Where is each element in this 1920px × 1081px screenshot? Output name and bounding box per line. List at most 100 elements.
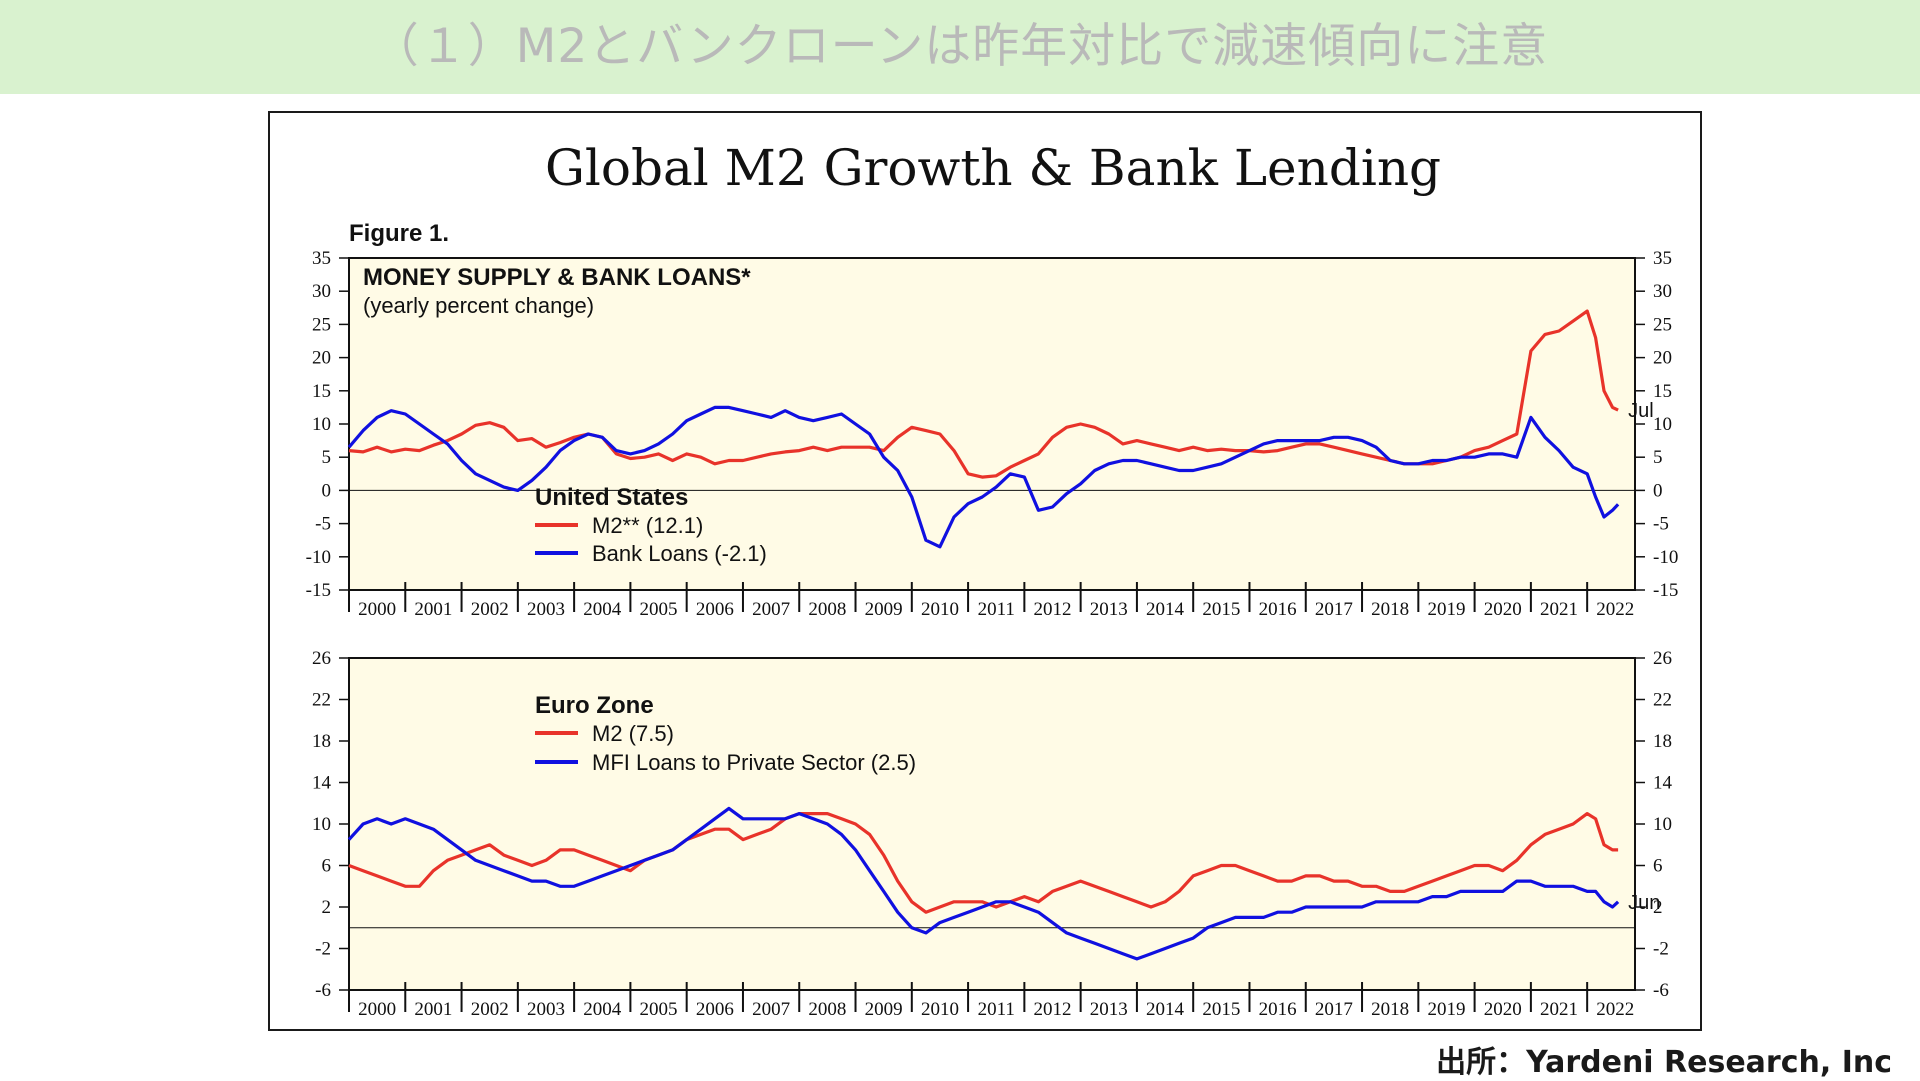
top-y-tick-label-right: 10 bbox=[1653, 414, 1672, 435]
top-legend-m2-label: M2** (12.1) bbox=[592, 513, 703, 538]
bottom-x-tick-label: 2014 bbox=[1146, 999, 1185, 1020]
top-y-tick-label-left: 25 bbox=[312, 314, 331, 335]
top-y-tick-label-left: 0 bbox=[322, 480, 332, 501]
top-x-tick-label: 2001 bbox=[414, 599, 452, 620]
top-x-tick-label: 2021 bbox=[1540, 599, 1578, 620]
top-y-tick-label-left: -5 bbox=[315, 514, 331, 535]
bottom-x-tick-label: 2007 bbox=[752, 999, 790, 1020]
bottom-y-tick-label-left: 14 bbox=[312, 773, 332, 794]
top-x-tick-label: 2017 bbox=[1315, 599, 1353, 620]
top-x-tick-label: 2011 bbox=[978, 599, 1015, 620]
top-x-tick-label: 2008 bbox=[808, 599, 846, 620]
top-x-tick-label: 2015 bbox=[1202, 599, 1240, 620]
top-y-tick-label-left: 20 bbox=[312, 348, 331, 369]
top-y-tick-label-left: -15 bbox=[306, 580, 331, 601]
top-y-tick-label-right: 5 bbox=[1653, 447, 1663, 468]
top-x-tick-label: 2004 bbox=[583, 599, 622, 620]
top-x-tick-label: 2013 bbox=[1090, 599, 1128, 620]
top-x-tick-label: 2003 bbox=[527, 599, 565, 620]
source-note: 出所：Yardeni Research, Inc bbox=[1436, 1045, 1892, 1080]
panel-top-subtitle: (yearly percent change) bbox=[363, 293, 594, 318]
bottom-y-tick-label-left: -2 bbox=[315, 939, 331, 960]
bottom-x-tick-label: 2001 bbox=[414, 999, 452, 1020]
top-y-tick-label-right: 20 bbox=[1653, 348, 1672, 369]
top-y-tick-label-right: -5 bbox=[1653, 514, 1669, 535]
bottom-x-tick-label: 2018 bbox=[1371, 999, 1409, 1020]
bottom-legend-loans-label: MFI Loans to Private Sector (2.5) bbox=[592, 750, 916, 775]
bottom-y-tick-label-right: 26 bbox=[1653, 648, 1672, 669]
bottom-y-tick-label-left: 10 bbox=[312, 814, 331, 835]
top-legend-loans-label: Bank Loans (-2.1) bbox=[592, 541, 767, 566]
bottom-y-tick-label-left: 22 bbox=[312, 690, 331, 711]
top-series-lines bbox=[347, 309, 1620, 549]
bottom-y-tick-label-right: -6 bbox=[1653, 980, 1669, 1001]
figure-label: Figure 1. bbox=[349, 220, 449, 247]
bottom-x-tick-label: 2004 bbox=[583, 999, 622, 1020]
top-x-tick-label: 2007 bbox=[752, 599, 790, 620]
bottom-series-line-loans bbox=[347, 806, 1620, 961]
bottom-y-tick-label-left: 6 bbox=[322, 856, 332, 877]
bottom-y-tick-label-right: 10 bbox=[1653, 814, 1672, 835]
top-legend-title: United States bbox=[535, 484, 688, 511]
bottom-x-tick-label: 2012 bbox=[1034, 999, 1072, 1020]
bottom-y-tick-label-left: 26 bbox=[312, 648, 331, 669]
bottom-x-tick-label: 2013 bbox=[1090, 999, 1128, 1020]
top-y-tick-label-right: -15 bbox=[1653, 580, 1678, 601]
top-y-tick-label-left: 35 bbox=[312, 248, 331, 269]
top-y-tick-label-left: -10 bbox=[306, 547, 331, 568]
bottom-x-tick-label: 2005 bbox=[640, 999, 678, 1020]
bottom-series-lines bbox=[347, 806, 1620, 961]
top-y-tick-label-left: 10 bbox=[312, 414, 331, 435]
top-legend: United States M2** (12.1) Bank Loans (-2… bbox=[535, 484, 767, 566]
top-x-tick-label: 2016 bbox=[1259, 599, 1297, 620]
top-series-line-m2 bbox=[348, 309, 1619, 479]
top-x-tick-label: 2022 bbox=[1596, 599, 1634, 620]
bottom-x-tick-label: 2003 bbox=[527, 999, 565, 1020]
top-x-tick-label: 2000 bbox=[358, 599, 396, 620]
bottom-y-tick-label-right: 18 bbox=[1653, 731, 1672, 752]
top-y-tick-label-right: 15 bbox=[1653, 381, 1672, 402]
bottom-x-axis: 2000 2001 2002 2003 2004 2005 2006 2007 2008 2009… bbox=[348, 982, 1634, 1020]
bottom-y-tick-label-right: 22 bbox=[1653, 690, 1672, 711]
panel-top: MONEY SUPPLY & BANK LOANS* (yearly perce… bbox=[306, 248, 1679, 620]
bottom-x-tick-label: 2015 bbox=[1202, 999, 1240, 1020]
top-y-axis: 35 35 30 30 25 25 20 20 15 15 10 10 5 5 0 0 -5 -5 -10 -10 -1… bbox=[306, 248, 1679, 601]
bottom-x-tick-label: 2008 bbox=[808, 999, 846, 1020]
bottom-y-tick-label-left: -6 bbox=[315, 980, 331, 1001]
top-y-tick-label-right: -10 bbox=[1653, 547, 1678, 568]
bottom-y-tick-label-right: 14 bbox=[1653, 773, 1673, 794]
bottom-x-tick-label: 2010 bbox=[921, 999, 959, 1020]
top-x-tick-label: 2005 bbox=[640, 599, 678, 620]
top-y-tick-label-left: 30 bbox=[312, 281, 331, 302]
bottom-legend: Euro Zone M2 (7.5) MFI Loans to Private … bbox=[535, 692, 916, 775]
top-x-tick-label: 2014 bbox=[1146, 599, 1185, 620]
bottom-legend-title: Euro Zone bbox=[535, 692, 654, 719]
top-x-tick-label: 2006 bbox=[696, 599, 734, 620]
top-x-tick-label: 2018 bbox=[1371, 599, 1409, 620]
bottom-x-tick-label: 2006 bbox=[696, 999, 734, 1020]
top-x-axis: 2000 2001 2002 2003 2004 2005 2006 2007 2008 2009… bbox=[348, 582, 1634, 620]
top-end-label: Jul bbox=[1628, 400, 1654, 422]
bottom-x-tick-label: 2021 bbox=[1540, 999, 1578, 1020]
top-x-tick-label: 2009 bbox=[865, 599, 903, 620]
panel-top-title: MONEY SUPPLY & BANK LOANS* bbox=[363, 264, 751, 291]
top-x-tick-label: 2020 bbox=[1484, 599, 1522, 620]
top-y-tick-label-left: 15 bbox=[312, 381, 331, 402]
bottom-x-tick-label: 2016 bbox=[1259, 999, 1297, 1020]
figure-title: Global M2 Growth & Bank Lending bbox=[545, 139, 1441, 197]
top-y-tick-label-left: 5 bbox=[322, 447, 332, 468]
bottom-x-tick-label: 2000 bbox=[358, 999, 396, 1020]
top-y-tick-label-right: 0 bbox=[1653, 480, 1663, 501]
top-x-tick-label: 2012 bbox=[1034, 599, 1072, 620]
bottom-x-tick-label: 2019 bbox=[1427, 999, 1465, 1020]
top-series-line-loans bbox=[347, 405, 1620, 549]
top-y-tick-label-right: 35 bbox=[1653, 248, 1672, 269]
top-x-tick-label: 2019 bbox=[1427, 599, 1465, 620]
bottom-x-tick-label: 2017 bbox=[1315, 999, 1353, 1020]
bottom-end-label: Jun bbox=[1628, 892, 1660, 914]
bottom-y-tick-label-left: 18 bbox=[312, 731, 331, 752]
bottom-y-tick-label-right: 6 bbox=[1653, 856, 1663, 877]
